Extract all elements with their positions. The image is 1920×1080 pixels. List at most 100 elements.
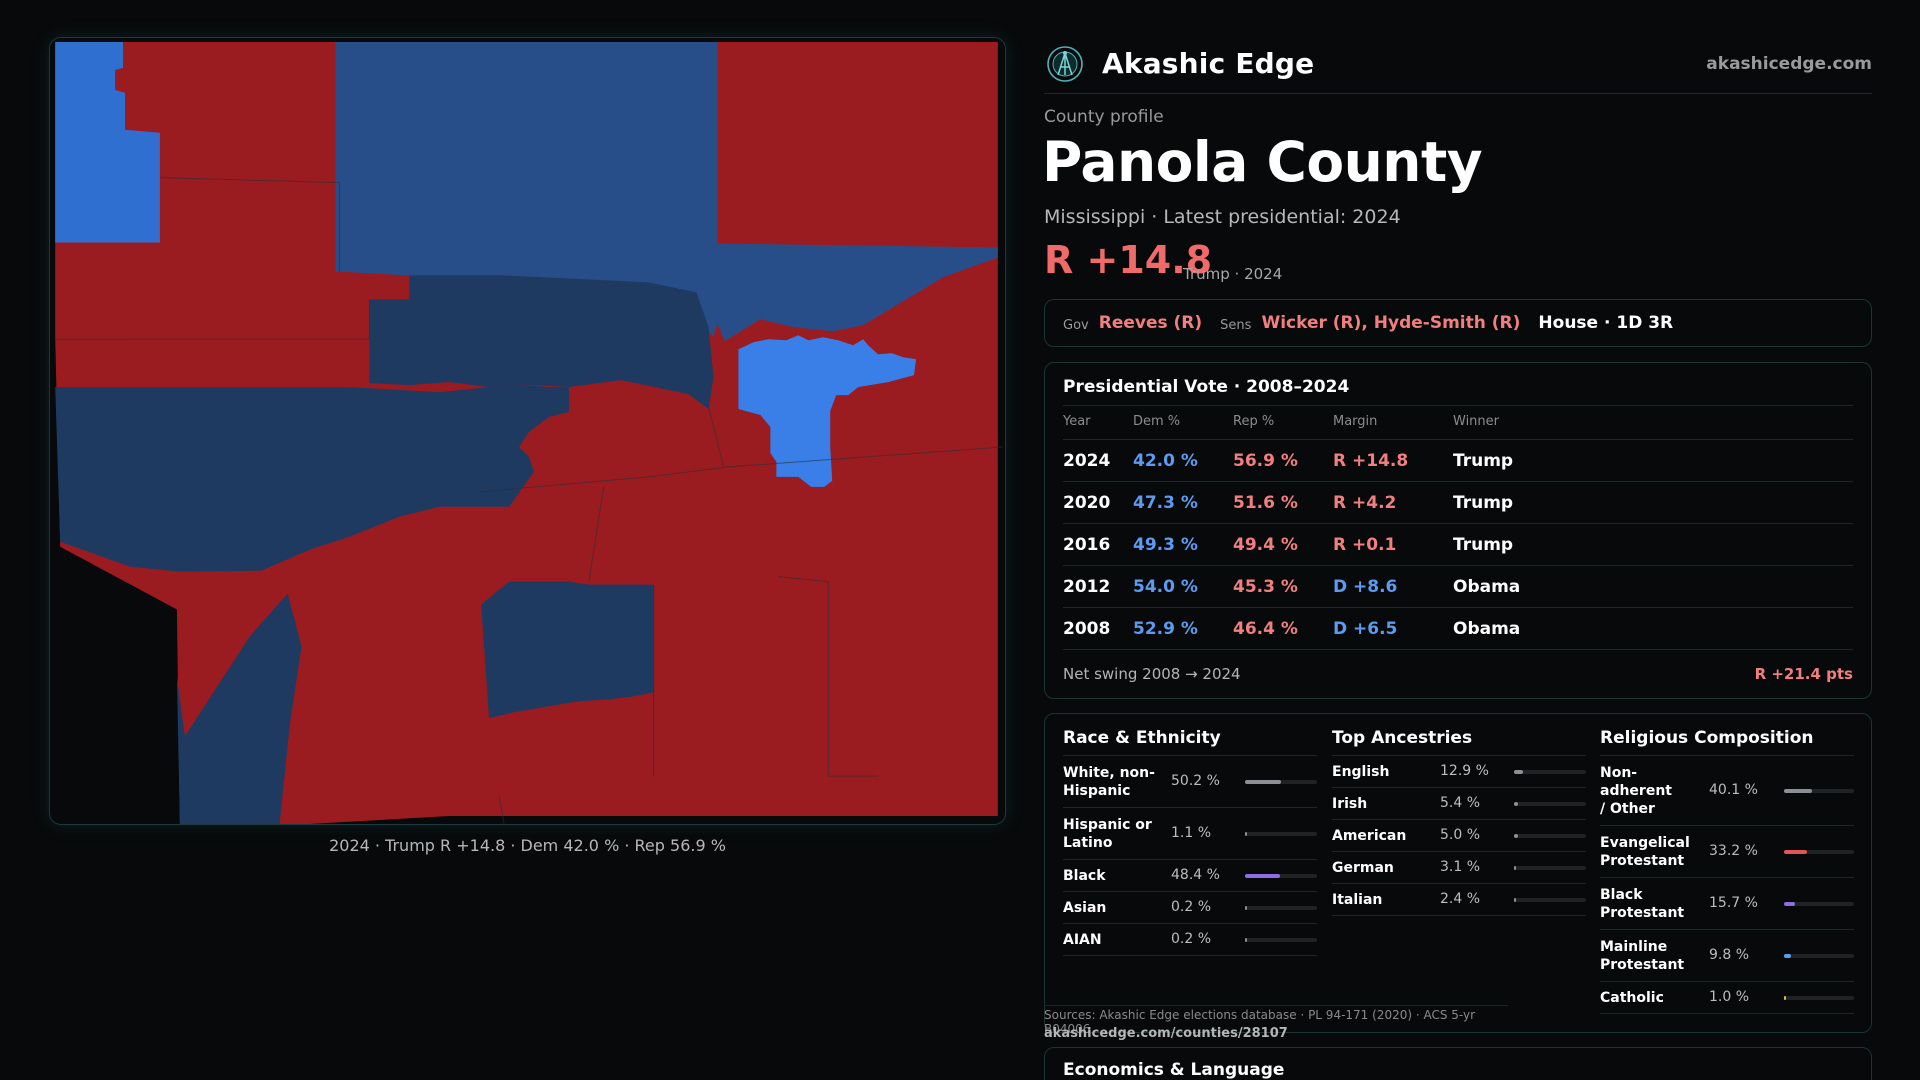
race-item-bar-fill: [1245, 906, 1247, 910]
race-item-value: 50.2 %: [1171, 773, 1220, 789]
precinct-dem-central-light[interactable]: [738, 335, 917, 487]
race-item: Hispanic or Latino 1.1 %: [1063, 808, 1317, 860]
ancestry-item-label: English: [1332, 764, 1390, 780]
religion-list: Non-adherent / Other 40.1 % Evangelical Pr…: [1600, 756, 1854, 1014]
page-subtitle: Mississippi · Latest presidential: 2024: [1044, 206, 1401, 228]
ancestry-item: American 5.0 %: [1332, 820, 1586, 852]
religion-item: Mainline Protestant 9.8 %: [1600, 930, 1854, 982]
ancestry-list: English 12.9 % Irish 5.4 % American 5.0 % Germ…: [1332, 756, 1586, 916]
race-item-label: Asian: [1063, 900, 1107, 916]
senators-value: Wicker (R), Hyde-Smith (R): [1261, 313, 1521, 333]
religion-item: Evangelical Protestant 33.2 %: [1600, 826, 1854, 878]
ancestry-item-value: 2.4 %: [1440, 891, 1481, 907]
brand-name[interactable]: Akashic Edge: [1102, 47, 1315, 80]
religion-item-bar-fill: [1784, 902, 1795, 906]
race-item-value: 1.1 %: [1171, 825, 1212, 841]
ancestry-item-bar: [1514, 834, 1586, 838]
col-header-winner: Winner: [1453, 414, 1500, 429]
precinct-dem-left[interactable]: [55, 384, 569, 572]
race-item: AIAN 0.2 %: [1063, 924, 1317, 956]
officials-bar: Gov Reeves (R) Sens Wicker (R), Hyde-Smi…: [1044, 299, 1872, 347]
table-row[interactable]: 2016 49.3 % 49.4 % R +0.1 Trump: [1063, 524, 1853, 566]
precinct-map[interactable]: [49, 37, 1006, 825]
religion-item-bar: [1784, 902, 1854, 906]
table-row[interactable]: 2024 42.0 % 56.9 % R +14.8 Trump: [1063, 440, 1853, 482]
religion-item-bar-fill: [1784, 996, 1786, 1000]
religion-item-bar: [1784, 996, 1854, 1000]
row-winner: Trump: [1453, 493, 1514, 513]
ancestry-item: Irish 5.4 %: [1332, 788, 1586, 820]
precinct-dem-centersouth[interactable]: [481, 581, 654, 719]
precinct-dem-topcenter[interactable]: [335, 41, 998, 342]
governor-value: Reeves (R): [1098, 313, 1203, 333]
row-dem: 54.0 %: [1133, 577, 1198, 597]
col-header-margin: Margin: [1333, 414, 1378, 429]
religion-item-bar: [1784, 954, 1854, 958]
ancestry-item-label: Irish: [1332, 796, 1368, 812]
economics-card: Economics & Language: [1044, 1047, 1872, 1080]
ancestry-item-label: American: [1332, 828, 1407, 844]
religion-item-bar-fill: [1784, 789, 1813, 793]
house-delegation: House · 1D 3R: [1538, 313, 1674, 333]
ancestry-item-bar: [1514, 802, 1586, 806]
religion-item-bar: [1784, 850, 1854, 854]
table-row[interactable]: 2020 47.3 % 51.6 % R +4.2 Trump: [1063, 482, 1853, 524]
col-header-rep: Rep %: [1233, 414, 1275, 429]
row-margin: R +4.2: [1333, 493, 1397, 513]
source-link[interactable]: akashicedge.com/counties/28107: [1044, 1026, 1288, 1041]
gov-label: Gov: [1063, 317, 1089, 333]
ancestry-item-value: 3.1 %: [1440, 859, 1481, 875]
religion-item-bar-fill: [1784, 954, 1791, 958]
religion-item-bar-fill: [1784, 850, 1808, 854]
row-year: 2020: [1063, 493, 1111, 513]
row-margin: R +14.8: [1333, 451, 1409, 471]
brand-header: Akashic Edge akashicedge.com: [1044, 34, 1872, 94]
religion-item-value: 40.1 %: [1709, 782, 1758, 798]
race-item: Asian 0.2 %: [1063, 892, 1317, 924]
brand-domain[interactable]: akashicedge.com: [1706, 53, 1872, 74]
ancestry-item-bar: [1514, 770, 1586, 774]
globe-antenna-icon: [1047, 45, 1083, 82]
sens-label: Sens: [1220, 317, 1252, 333]
precinct-dem-topleft[interactable]: [55, 41, 160, 243]
row-margin: D +8.6: [1333, 577, 1398, 597]
map-caption: 2024 · Trump R +14.8 · Dem 42.0 % · Rep …: [329, 836, 726, 855]
row-winner: Obama: [1453, 577, 1521, 597]
race-item-bar-fill: [1245, 780, 1282, 784]
presidential-vote-card: Presidential Vote · 2008–2024 Year Dem %…: [1044, 362, 1872, 699]
race-ethnicity-title: Race & Ethnicity: [1063, 728, 1317, 756]
precinct-dem-central-dark[interactable]: [369, 275, 714, 410]
religion-column: Religious Composition Non-adherent / Oth…: [1600, 728, 1854, 1014]
ancestry-title: Top Ancestries: [1332, 728, 1586, 756]
row-winner: Trump: [1453, 451, 1514, 471]
row-rep: 56.9 %: [1233, 451, 1298, 471]
ancestry-item: Italian 2.4 %: [1332, 884, 1586, 916]
religion-item-value: 1.0 %: [1709, 989, 1750, 1005]
religion-item-label: Black Protestant: [1600, 887, 1685, 921]
race-item-label: AIAN: [1063, 932, 1102, 948]
precinct-map-svg[interactable]: [50, 38, 1005, 824]
religion-title: Religious Composition: [1600, 728, 1854, 756]
row-year: 2024: [1063, 451, 1111, 471]
row-margin: R +0.1: [1333, 535, 1397, 555]
col-header-year: Year: [1063, 414, 1091, 429]
race-item-bar: [1245, 906, 1317, 910]
headline-margin: R +14.8: [1044, 238, 1213, 282]
page-title: Panola County: [1042, 130, 1483, 194]
table-row[interactable]: 2012 54.0 % 45.3 % D +8.6 Obama: [1063, 566, 1853, 608]
ancestry-item-value: 5.4 %: [1440, 795, 1481, 811]
net-swing-label: Net swing 2008 → 2024: [1063, 665, 1241, 683]
ancestry-item-bar-fill: [1514, 834, 1518, 838]
race-item-bar: [1245, 780, 1317, 784]
table-row[interactable]: 2008 52.9 % 46.4 % D +6.5 Obama: [1063, 608, 1853, 650]
religion-item: Catholic 1.0 %: [1600, 982, 1854, 1014]
page-eyebrow: County profile: [1044, 107, 1164, 127]
row-dem: 42.0 %: [1133, 451, 1198, 471]
race-item: Black 48.4 %: [1063, 860, 1317, 892]
economics-title: Economics & Language: [1063, 1060, 1285, 1080]
race-item-value: 48.4 %: [1171, 867, 1220, 883]
precinct-dem-southwest[interactable]: [176, 593, 302, 824]
race-item-bar: [1245, 832, 1317, 836]
race-item-bar-fill: [1245, 938, 1247, 942]
race-item-label: Black: [1063, 868, 1106, 884]
